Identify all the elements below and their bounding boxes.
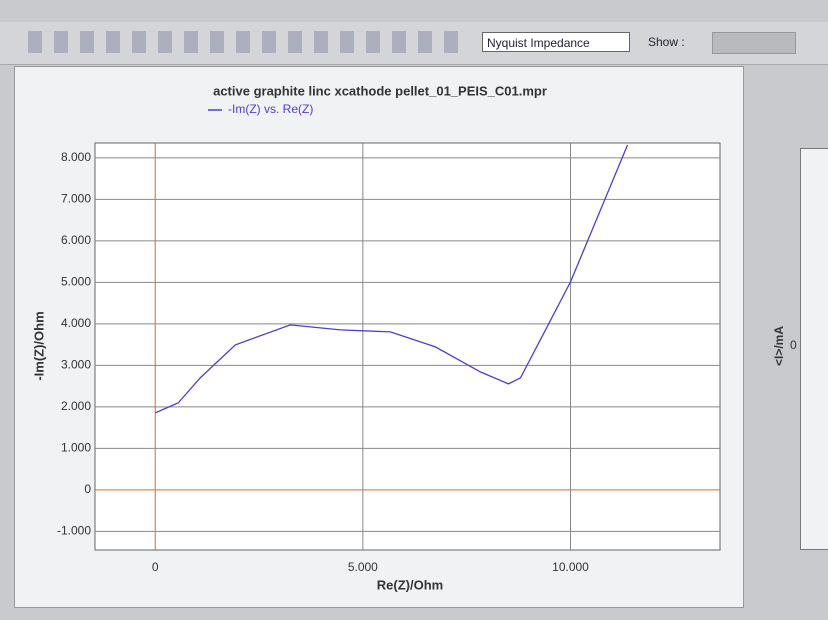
y-tick-label: 8.000 xyxy=(61,150,91,164)
y-tick-label: 0 xyxy=(84,482,91,496)
y-tick-label: 2.000 xyxy=(61,399,91,413)
tool-icons[interactable] xyxy=(28,31,468,53)
show-box[interactable] xyxy=(712,32,796,54)
y-tick-label: 1.000 xyxy=(61,441,91,455)
plot-selector[interactable]: Nyquist Impedance xyxy=(482,32,630,52)
plot-area xyxy=(94,142,721,551)
chart-title: active graphite linc xcathode pellet_01_… xyxy=(213,83,547,98)
y-tick-label: 5.000 xyxy=(61,275,91,289)
show-label[interactable]: Show : xyxy=(648,35,685,49)
x-axis-label: Re(Z)/Ohm xyxy=(377,577,443,592)
y-tick-label: -1.000 xyxy=(57,524,91,538)
side-tick-label: 0 xyxy=(790,338,797,352)
toolbar: Nyquist Impedance Show : xyxy=(0,22,828,65)
legend-label: -Im(Z) vs. Re(Z) xyxy=(228,102,313,116)
y-tick-label: 7.000 xyxy=(61,192,91,206)
y-tick-label: 4.000 xyxy=(61,316,91,330)
y-tick-label: 3.000 xyxy=(61,358,91,372)
y-axis-label: -Im(Z)/Ohm xyxy=(31,311,46,380)
y-tick-label: 6.000 xyxy=(61,233,91,247)
side-y-label: <I>/mA xyxy=(772,326,786,366)
side-panel xyxy=(800,148,828,550)
data-line xyxy=(154,144,629,414)
x-tick-label: 10.000 xyxy=(552,560,589,574)
x-tick-label: 0 xyxy=(152,560,159,574)
x-tick-label: 5.000 xyxy=(348,560,378,574)
